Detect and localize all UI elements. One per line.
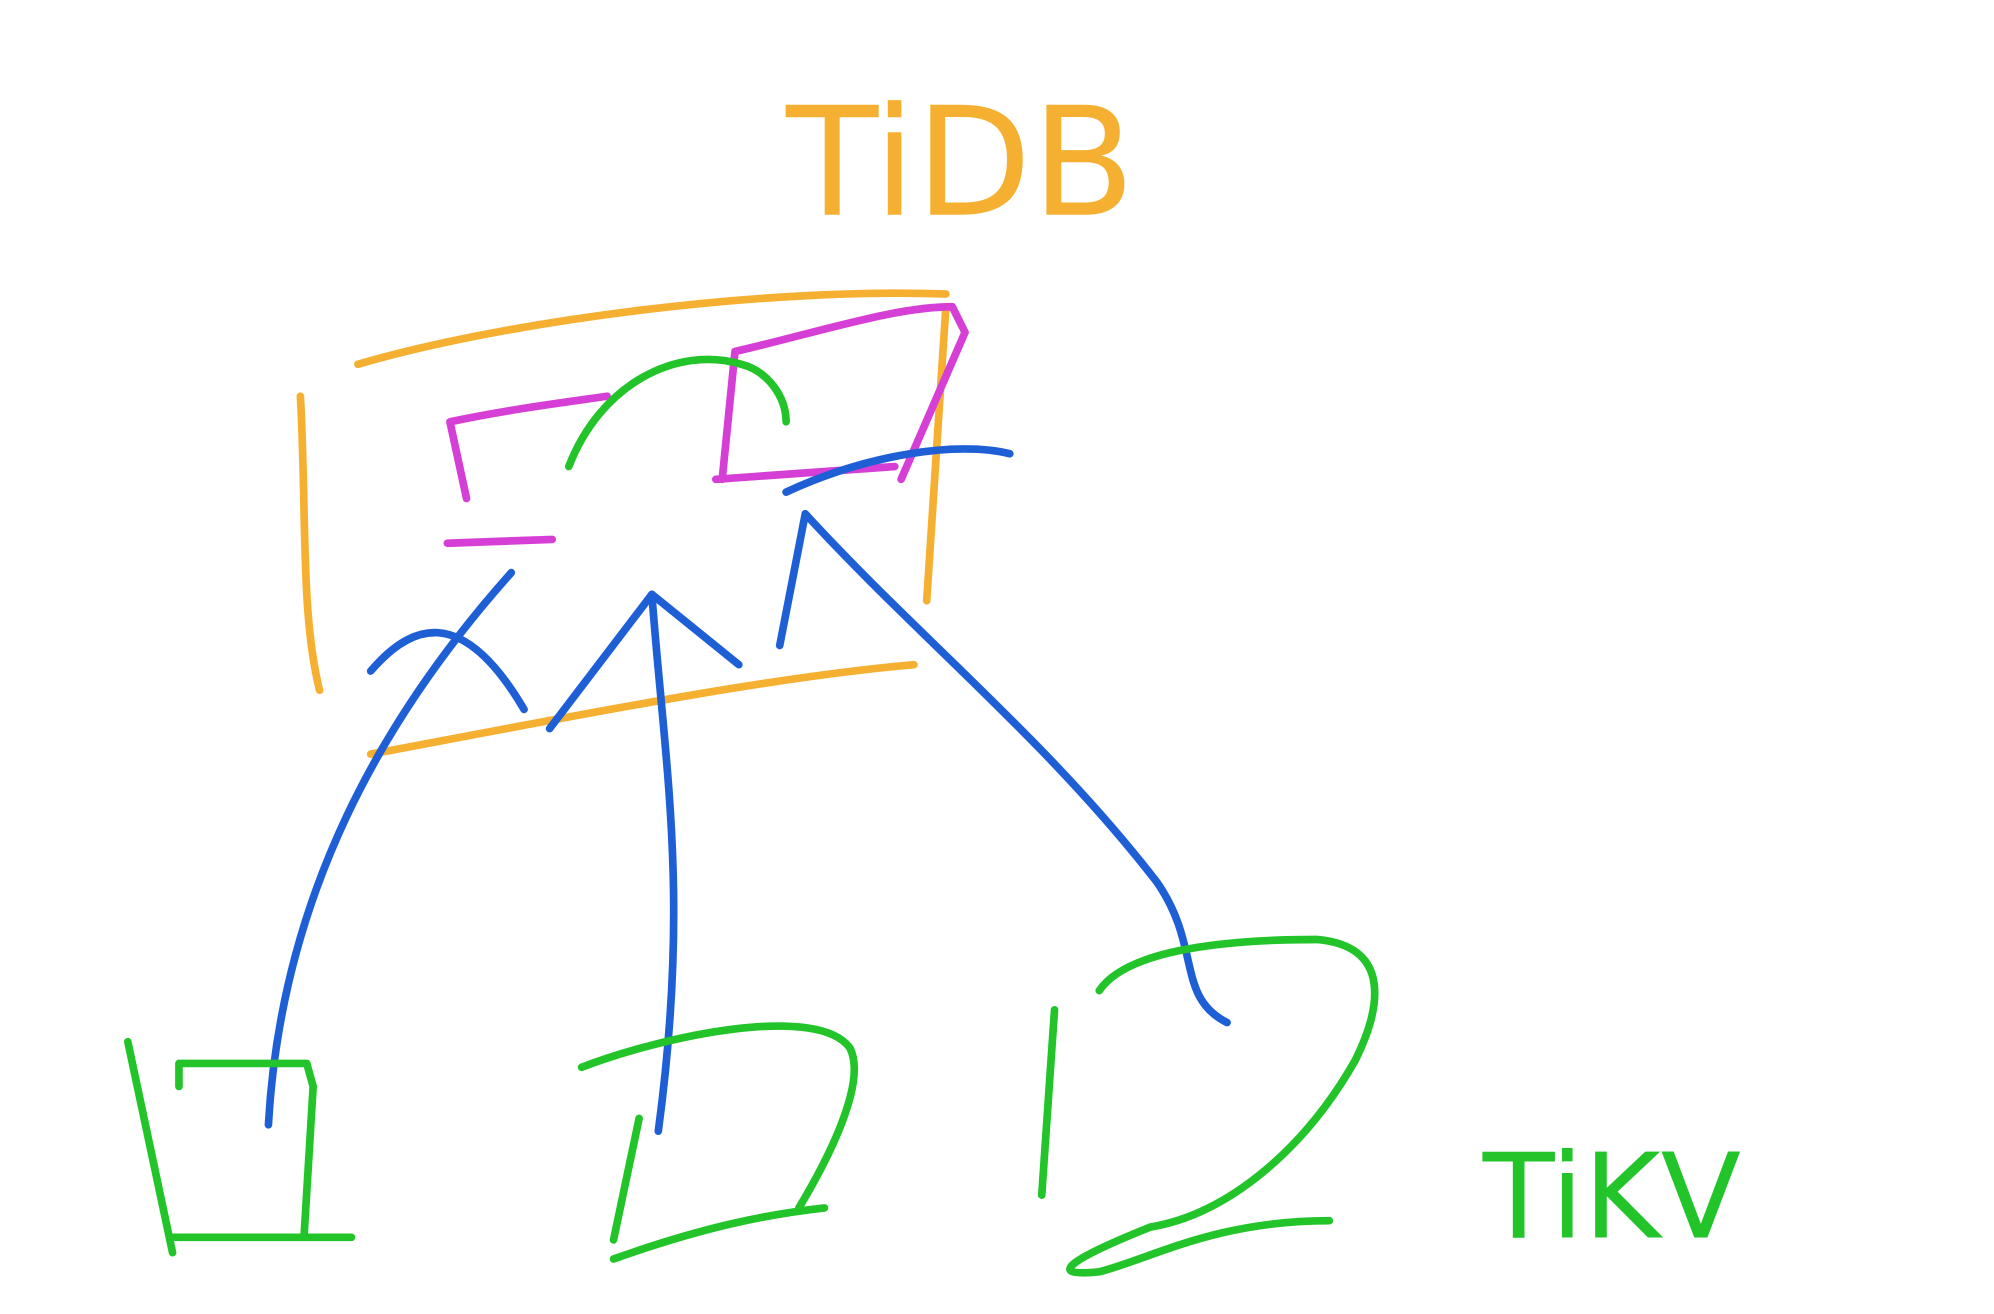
tidb-inner xyxy=(443,302,969,548)
inner-box xyxy=(443,535,557,548)
inner-box xyxy=(711,462,899,484)
link-arc xyxy=(564,355,790,471)
arrow-head xyxy=(545,590,743,733)
tidb-box xyxy=(296,289,950,758)
node-box xyxy=(123,1037,356,1257)
arrow-head xyxy=(775,510,810,650)
arrow xyxy=(801,510,1231,1027)
inner-box xyxy=(718,302,969,484)
tikv-label: TiKV xyxy=(1482,1128,1741,1265)
arrow xyxy=(648,590,678,1136)
inner-box xyxy=(446,392,611,503)
box-edge xyxy=(296,392,324,695)
node-box xyxy=(577,1022,859,1263)
arrow-head xyxy=(366,628,528,714)
box-edge xyxy=(366,660,918,758)
box-edge xyxy=(354,289,950,369)
node-box xyxy=(1037,935,1379,1277)
tikv-nodes xyxy=(123,935,1379,1277)
arrow-head xyxy=(782,445,1014,496)
tidb-label: TiDB xyxy=(785,75,1135,251)
